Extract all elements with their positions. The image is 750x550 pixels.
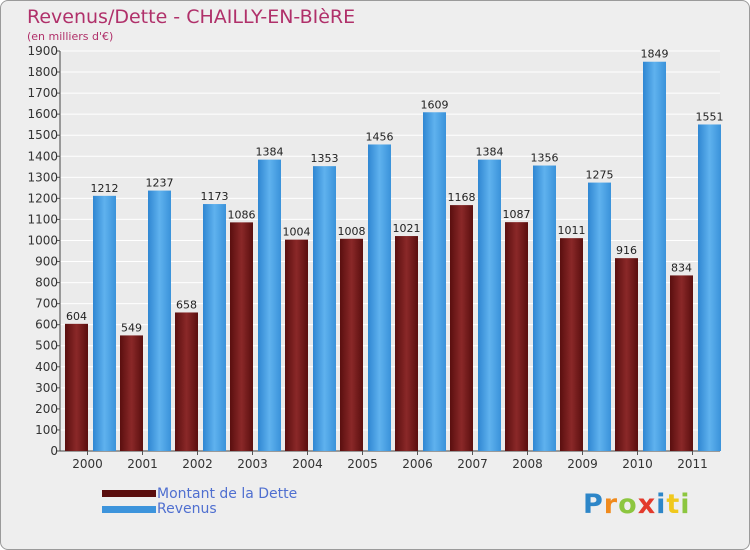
- y-tick-label: 1100: [27, 212, 58, 226]
- x-tick-label: 2003: [237, 457, 268, 471]
- bar-revenue: [93, 195, 116, 451]
- x-tick-label: 2006: [402, 457, 433, 471]
- bar-debt: [505, 222, 528, 451]
- y-tick-label: 1700: [27, 86, 58, 100]
- x-tick-label: 2011: [677, 457, 708, 471]
- y-tick-label: 100: [35, 423, 58, 437]
- y-tick-label: 1200: [27, 191, 58, 205]
- y-tick-label: 700: [35, 297, 58, 311]
- logo-letter: i: [680, 489, 691, 520]
- logo-letter: x: [637, 489, 657, 520]
- bar-revenue: [478, 159, 501, 451]
- legend-label-revenue: Revenus: [157, 501, 217, 517]
- y-tick-label: 400: [35, 360, 58, 374]
- bar-debt: [340, 238, 363, 451]
- logo-letter: r: [603, 489, 619, 520]
- data-label-debt: 1004: [283, 226, 311, 239]
- data-label-debt: 1086: [228, 208, 256, 221]
- data-label-debt: 549: [121, 321, 142, 334]
- data-label-debt: 1087: [503, 208, 531, 221]
- data-label-debt: 916: [616, 244, 637, 257]
- logo-letter: i: [656, 489, 667, 520]
- data-label-revenue: 1384: [476, 146, 504, 159]
- bar-revenue: [423, 112, 446, 452]
- x-tick-label: 2000: [72, 457, 103, 471]
- bar-revenue: [258, 159, 281, 451]
- legend-label-debt: Montant de la Dette: [157, 486, 298, 502]
- bar-revenue: [643, 61, 666, 451]
- y-tick-label: 1000: [27, 233, 58, 247]
- data-label-debt: 1008: [338, 225, 366, 238]
- data-label-revenue: 1173: [201, 190, 229, 203]
- data-label-debt: 834: [671, 261, 692, 274]
- x-tick-label: 2008: [512, 457, 543, 471]
- y-tick-label: 1300: [27, 170, 58, 184]
- y-tick-label: 1500: [27, 128, 58, 142]
- logo-letter: t: [666, 489, 681, 520]
- x-tick-label: 2010: [622, 457, 653, 471]
- x-tick-label: 2005: [347, 457, 378, 471]
- bar-debt: [285, 239, 308, 451]
- y-tick-label: 1900: [27, 44, 58, 58]
- logo-letter: o: [618, 489, 638, 520]
- data-label-revenue: 1456: [366, 130, 394, 143]
- data-label-revenue: 1849: [641, 48, 669, 61]
- data-label-revenue: 1353: [311, 152, 339, 165]
- data-label-revenue: 1212: [91, 182, 119, 195]
- data-label-revenue: 1384: [256, 146, 284, 159]
- x-tick-label: 2004: [292, 457, 323, 471]
- bar-revenue: [148, 190, 171, 451]
- data-label-revenue: 1551: [696, 110, 724, 123]
- y-tick-label: 600: [35, 318, 58, 332]
- bar-revenue: [313, 166, 336, 451]
- bar-debt: [560, 238, 583, 451]
- bar-revenue: [588, 182, 611, 451]
- legend-swatch-revenue: [102, 506, 156, 513]
- bar-debt: [175, 312, 198, 451]
- y-tick-label: 300: [35, 381, 58, 395]
- data-label-debt: 658: [176, 298, 197, 311]
- data-label-revenue: 1609: [421, 98, 449, 111]
- bar-debt: [670, 275, 693, 451]
- bar-revenue: [368, 144, 391, 451]
- data-label-debt: 1168: [448, 191, 476, 204]
- y-tick-label: 1800: [27, 65, 58, 79]
- bar-debt: [65, 323, 88, 451]
- data-label-revenue: 1237: [146, 177, 174, 190]
- y-tick-label: 500: [35, 339, 58, 353]
- y-tick-label: 1400: [27, 149, 58, 163]
- x-tick-label: 2001: [127, 457, 158, 471]
- data-label-revenue: 1356: [531, 152, 559, 165]
- x-tick-label: 2009: [567, 457, 598, 471]
- legend-swatch-debt: [102, 490, 156, 497]
- chart-title: Revenus/Dette - CHAILLY-EN-BIèRE: [27, 6, 356, 28]
- bar-revenue: [698, 124, 721, 451]
- bar-revenue: [203, 204, 226, 451]
- data-label-debt: 1021: [393, 222, 421, 235]
- proxiti-logo: Proxiti: [583, 489, 691, 520]
- bar-debt: [230, 222, 253, 451]
- bar-debt: [395, 236, 418, 451]
- logo-letter: P: [583, 489, 604, 520]
- data-label-revenue: 1275: [586, 169, 614, 182]
- x-tick-label: 2007: [457, 457, 488, 471]
- data-label-debt: 1011: [558, 224, 586, 237]
- y-tick-label: 900: [35, 255, 58, 269]
- y-tick-label: 1600: [27, 107, 58, 121]
- bar-debt: [450, 205, 473, 451]
- chart-subtitle: (en milliers d'€): [27, 30, 114, 43]
- x-tick-label: 2002: [182, 457, 213, 471]
- bar-debt: [615, 258, 638, 451]
- y-tick-label: 200: [35, 402, 58, 416]
- bar-debt: [120, 335, 143, 451]
- bar-revenue: [533, 165, 556, 452]
- y-tick-label: 800: [35, 276, 58, 290]
- data-label-debt: 604: [66, 310, 87, 323]
- y-tick-label: 0: [50, 444, 58, 458]
